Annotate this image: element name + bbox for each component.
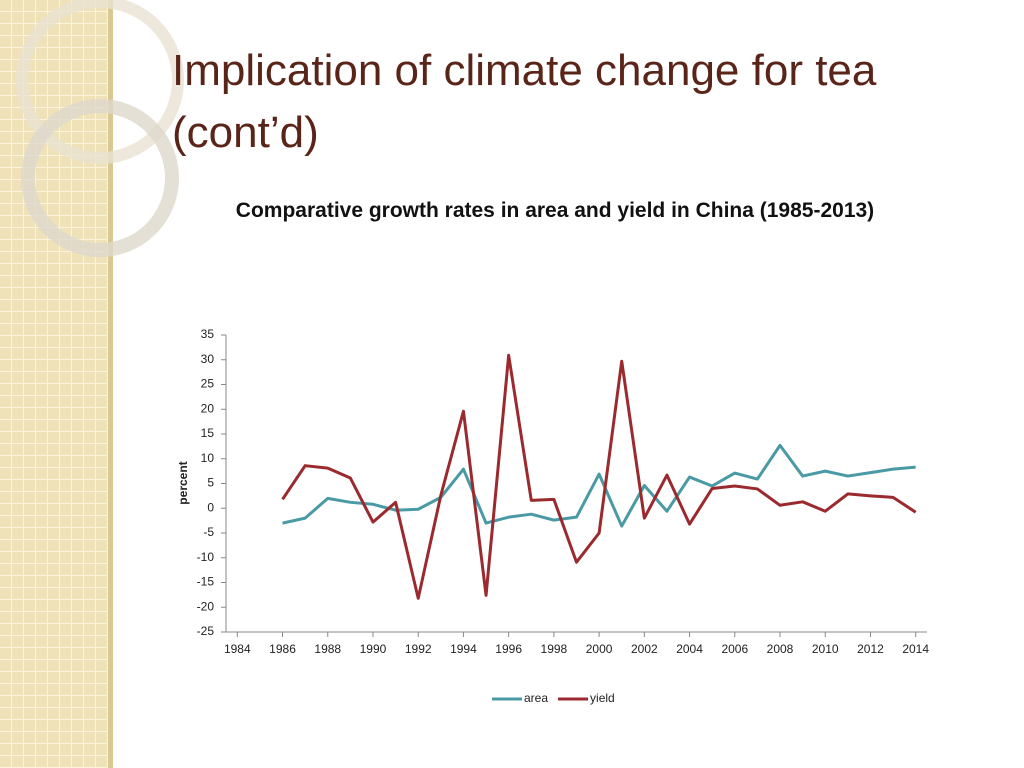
y-tick-label: 15 (201, 426, 215, 440)
x-tick-label: 1988 (314, 642, 341, 656)
x-tick-label: 1984 (224, 642, 251, 656)
y-axis-label: percent (176, 461, 190, 504)
deco-circle (21, 99, 179, 257)
x-tick-label: 1990 (360, 642, 387, 656)
deco-circle (16, 0, 184, 164)
x-tick-label: 2014 (902, 642, 929, 656)
x-tick-label: 2004 (676, 642, 703, 656)
x-tick-label: 2002 (631, 642, 658, 656)
line-series (281, 353, 917, 600)
y-tick-label: 30 (201, 352, 215, 366)
y-tick-label: -15 (197, 575, 215, 589)
x-tick-label: 1996 (495, 642, 522, 656)
x-tick-label: 2006 (721, 642, 748, 656)
slide-title: Implication of climate change for tea (c… (172, 46, 877, 157)
y-tick-label: -5 (203, 525, 214, 539)
x-tick-label: 2012 (857, 642, 884, 656)
x-tick-label: 1986 (269, 642, 296, 656)
y-tick-label: -10 (197, 550, 215, 564)
y-tick-label: 0 (207, 500, 214, 514)
line-series (282, 443, 916, 528)
y-tick-label: -20 (197, 599, 215, 613)
x-tick-label: 2008 (767, 642, 794, 656)
y-tick-label: 5 (207, 476, 214, 490)
x-tick-label: 1998 (541, 642, 568, 656)
x-tick-label: 2000 (586, 642, 613, 656)
x-tick-label: 2010 (812, 642, 839, 656)
y-tick-label: 35 (201, 327, 215, 341)
y-tick-label: 20 (201, 401, 215, 415)
y-tick-label: -25 (197, 624, 215, 638)
chart-title: Comparative growth rates in area and yie… (235, 199, 875, 222)
legend-label: area (524, 691, 548, 705)
y-tick-label: 25 (201, 377, 215, 391)
y-tick-label: 10 (201, 451, 215, 465)
x-tick-label: 1994 (450, 642, 477, 656)
x-tick-label: 1992 (405, 642, 432, 656)
side-edge (108, 0, 113, 768)
legend-label: yield (590, 691, 615, 705)
